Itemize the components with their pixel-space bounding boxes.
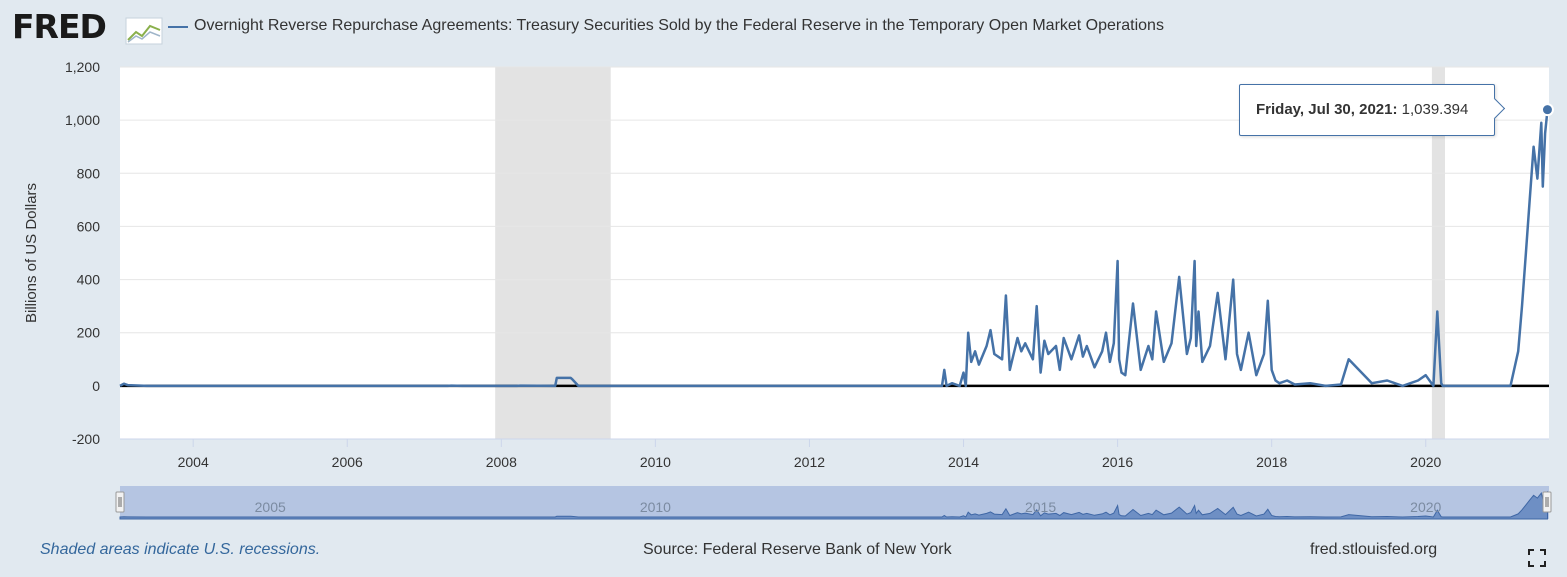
y-axis-label: Billions of US Dollars bbox=[23, 183, 40, 323]
value-tooltip: Friday, Jul 30, 2021: 1,039.394 bbox=[1239, 84, 1506, 136]
navigator-label: 2020 bbox=[1410, 499, 1441, 515]
series-title: Overnight Reverse Repurchase Agreements:… bbox=[194, 17, 1164, 34]
x-tick-label: 2012 bbox=[794, 454, 825, 470]
legend-swatch bbox=[168, 26, 188, 28]
navigator-handle-left[interactable] bbox=[115, 491, 125, 513]
logo-text: FRED bbox=[12, 7, 107, 46]
x-tick-label: 2004 bbox=[178, 454, 209, 470]
navigator-handle-right[interactable] bbox=[1542, 491, 1552, 513]
fullscreen-icon[interactable] bbox=[1528, 549, 1546, 567]
x-tick-label: 2016 bbox=[1102, 454, 1133, 470]
navigator-series bbox=[119, 490, 1548, 520]
tooltip-value: 1,039.394 bbox=[1401, 101, 1469, 118]
x-tick-label: 2008 bbox=[486, 454, 517, 470]
navigator-label: 2005 bbox=[255, 499, 286, 515]
y-tick-label: 800 bbox=[77, 165, 101, 181]
chart-header: FRED Overnight Reverse Repurchase Agreem… bbox=[0, 0, 1567, 56]
fred-logo-graph-icon bbox=[125, 17, 163, 45]
y-tick-label: 1,200 bbox=[65, 59, 100, 75]
x-tick-label: 2020 bbox=[1410, 454, 1441, 470]
navigator-label: 2010 bbox=[640, 499, 671, 515]
y-tick-label: 200 bbox=[77, 325, 101, 341]
series-line bbox=[119, 109, 1549, 388]
navigator-background bbox=[120, 486, 1549, 519]
y-tick-label: -200 bbox=[72, 431, 100, 447]
recession-note: Shaded areas indicate U.S. recessions. bbox=[40, 541, 321, 558]
x-tick-label: 2018 bbox=[1256, 454, 1287, 470]
recession-band bbox=[495, 67, 611, 439]
source-note: Source: Federal Reserve Bank of New York bbox=[643, 541, 952, 558]
x-tick-label: 2006 bbox=[332, 454, 363, 470]
hover-point bbox=[1540, 103, 1554, 117]
y-tick-label: 600 bbox=[77, 218, 101, 234]
x-tick-label: 2014 bbox=[948, 454, 979, 470]
y-tick-label: 400 bbox=[77, 272, 101, 288]
fred-logo[interactable]: FRED bbox=[12, 7, 163, 48]
y-tick-label: 1,000 bbox=[65, 112, 100, 128]
tooltip-date: Friday, Jul 30, 2021: bbox=[1256, 101, 1398, 118]
y-tick-label: 0 bbox=[92, 378, 100, 394]
navigator-label: 2015 bbox=[1025, 499, 1056, 515]
x-tick-label: 2010 bbox=[640, 454, 671, 470]
site-link[interactable]: fred.stlouisfed.org bbox=[1310, 541, 1438, 558]
